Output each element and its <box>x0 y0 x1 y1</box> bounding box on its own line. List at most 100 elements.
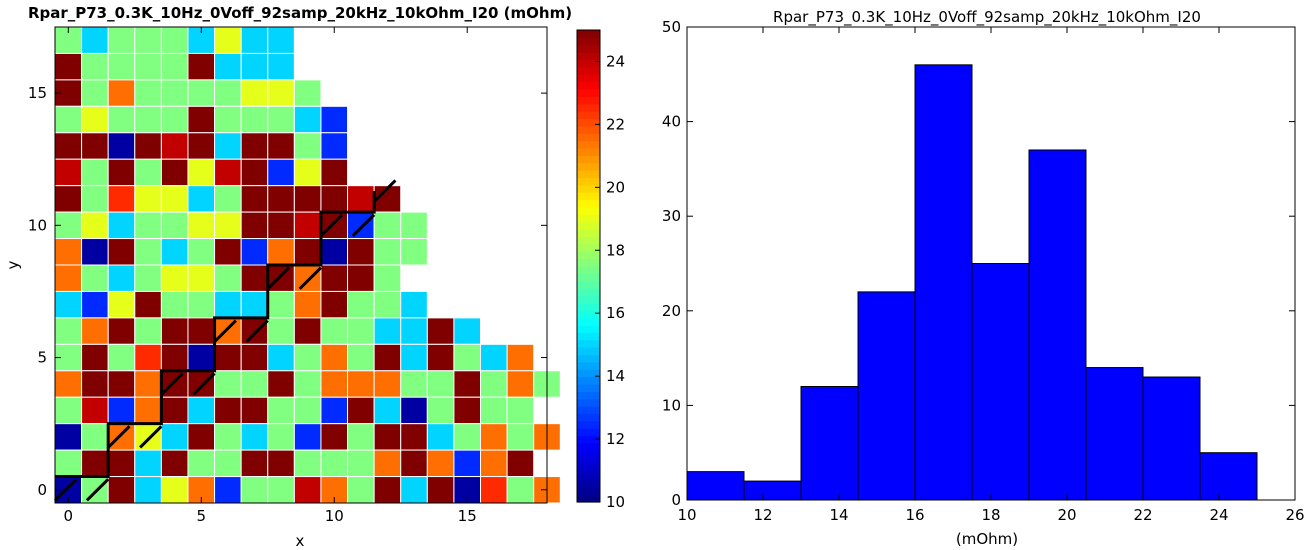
heat-cell <box>426 476 455 504</box>
heatmap-chart: Rpar_P73_0.3K_10Hz_0Voff_92samp_20kHz_10… <box>4 4 625 550</box>
colorbar-segment <box>577 487 600 496</box>
heat-cell <box>214 370 242 398</box>
colorbar-segment <box>577 420 600 429</box>
heat-cell <box>81 264 109 292</box>
heat-cell <box>320 290 349 319</box>
colorbar-segment <box>577 133 600 142</box>
heat-cell <box>506 396 535 425</box>
heat-cell <box>134 343 162 372</box>
heat-cell <box>187 423 216 451</box>
heat-cell <box>293 317 322 345</box>
histogram-title: Rpar_P73_0.3K_10Hz_0Voff_92samp_20kHz_10… <box>773 8 1201 27</box>
heat-xtick-label: 15 <box>458 507 477 525</box>
colorbar-segment <box>577 332 600 341</box>
heat-cell <box>54 238 83 266</box>
heat-cell <box>453 370 482 398</box>
heat-cell <box>347 449 375 478</box>
heat-cell <box>160 290 189 319</box>
heat-cell <box>134 476 162 504</box>
colorbar-segment <box>577 295 600 304</box>
heat-cell <box>400 343 428 372</box>
heat-cell <box>54 132 83 160</box>
staircase-tick <box>85 478 110 502</box>
heat-cell <box>160 185 189 213</box>
heat-cell <box>160 317 189 345</box>
colorbar-segment <box>577 30 600 38</box>
heat-cell <box>107 370 136 398</box>
heat-ytick-label: 15 <box>28 84 47 102</box>
heat-cell <box>240 396 269 425</box>
heat-cell <box>480 449 508 478</box>
colorbar-segment <box>577 199 600 208</box>
colorbar-segment <box>577 310 600 319</box>
histogram-chart: Rpar_P73_0.3K_10Hz_0Voff_92samp_20kHz_10… <box>662 8 1305 548</box>
heat-cell <box>267 211 295 240</box>
heat-cell <box>214 238 242 266</box>
heat-cell <box>54 449 83 478</box>
heat-cell <box>240 211 269 240</box>
staircase-tick <box>266 266 291 290</box>
colorbar-tick-label: 10 <box>606 493 625 511</box>
heat-cell <box>214 132 242 160</box>
heat-cell <box>506 423 535 451</box>
heat-cell <box>240 370 269 398</box>
colorbar: 10 12 14 16 18 20 22 24 <box>576 29 625 511</box>
heat-cell <box>160 26 189 54</box>
heat-cell <box>293 238 322 266</box>
hist-xtick-label: 12 <box>753 506 772 524</box>
heat-cell <box>480 343 508 372</box>
heat-cell <box>267 290 295 319</box>
heat-cell <box>373 476 402 504</box>
heat-cell <box>81 370 109 398</box>
colorbar-segment <box>577 170 600 179</box>
heat-cell <box>320 396 349 425</box>
heat-cell <box>453 449 482 478</box>
heat-cell <box>81 211 109 240</box>
heat-ytick-label: 5 <box>37 349 47 367</box>
colorbar-segment <box>577 52 600 61</box>
heat-cell <box>81 52 109 81</box>
heat-cell <box>320 343 349 372</box>
heat-cell <box>187 132 216 160</box>
heat-cell <box>107 52 136 81</box>
hist-xtick-label: 26 <box>1285 506 1304 524</box>
hist-ytick-label: 10 <box>662 396 681 414</box>
heat-cell <box>426 370 455 398</box>
heat-cell <box>134 52 162 81</box>
heat-cell <box>134 26 162 54</box>
heat-cell <box>107 343 136 372</box>
heat-cell <box>160 423 189 451</box>
heat-cell <box>373 264 402 292</box>
heat-xtick-label: 0 <box>64 507 74 525</box>
heat-cell <box>347 396 375 425</box>
colorbar-segment <box>577 288 600 297</box>
colorbar-segment <box>577 236 600 245</box>
staircase-tick <box>53 478 78 502</box>
heat-cell <box>187 79 216 107</box>
staircase-tick <box>351 213 376 237</box>
staircase-tick <box>245 319 269 343</box>
heat-cell <box>293 343 322 372</box>
heat-cell <box>320 132 349 160</box>
heat-cell <box>480 476 508 504</box>
heatmap-ylabel: y <box>4 260 22 269</box>
staircase-tick <box>107 425 131 449</box>
heat-cell <box>400 449 428 478</box>
heat-cell <box>373 449 402 478</box>
heat-cell <box>506 476 535 504</box>
heat-cell <box>267 52 295 81</box>
staircase-tick <box>192 372 216 396</box>
heat-cell <box>187 211 216 240</box>
heat-cell <box>134 79 162 107</box>
heat-cell <box>187 290 216 319</box>
heat-cell <box>134 238 162 266</box>
colorbar-segment <box>577 118 600 127</box>
colorbar-segment <box>577 184 600 193</box>
heat-cell <box>400 290 428 319</box>
colorbar-segment <box>577 443 600 451</box>
heat-cell <box>81 79 109 107</box>
heat-cell <box>107 105 136 134</box>
heat-cell <box>293 158 322 187</box>
heat-cell <box>293 396 322 425</box>
heat-cell <box>134 290 162 319</box>
